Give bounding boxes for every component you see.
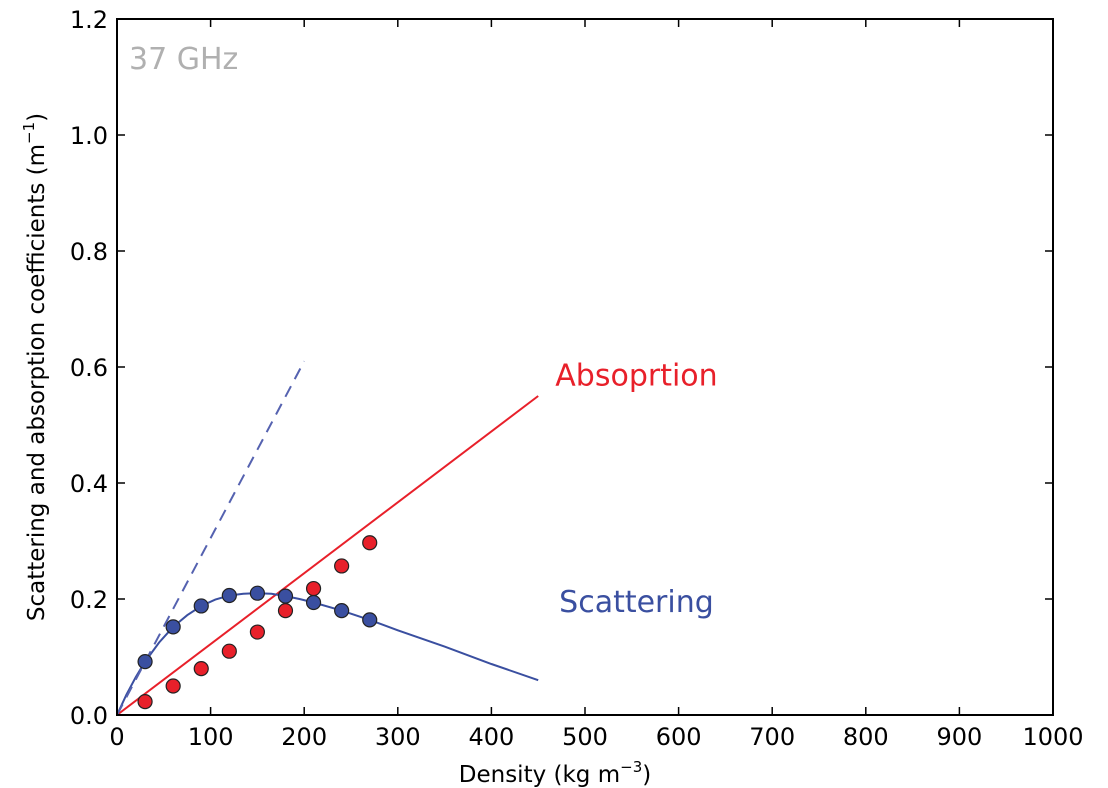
y-tick-label: 0.4 bbox=[70, 470, 108, 498]
scattering-point bbox=[334, 602, 350, 619]
scattering-point bbox=[277, 588, 294, 604]
x-tick-label: 400 bbox=[468, 723, 514, 751]
scattering-point bbox=[305, 594, 322, 611]
absorption-point bbox=[193, 660, 209, 677]
frequency-label: 37 GHz bbox=[129, 42, 238, 77]
absorption-point bbox=[137, 694, 153, 710]
annotation-absorption: Absoprtion bbox=[555, 359, 717, 394]
x-tick-label: 600 bbox=[656, 723, 702, 751]
y-tick-label: 0.0 bbox=[70, 702, 108, 730]
annotation-scattering: Scattering bbox=[559, 585, 714, 620]
axis-ticks: 0 100 200 300 400 500 600 700 800 900 1000 0.0 0.2 0.… bbox=[70, 6, 1084, 751]
y-axis-label-main: Scattering and absorption coefficients (… bbox=[24, 144, 50, 621]
x-tick-label: 800 bbox=[843, 723, 889, 751]
y-tick-label: 0.8 bbox=[70, 238, 108, 266]
y-tick-label: 1.2 bbox=[70, 6, 108, 34]
scattering-point bbox=[221, 587, 237, 604]
x-axis-label-exponent: −3 bbox=[620, 758, 642, 776]
x-axis-label: Density (kg m−3) bbox=[459, 758, 651, 788]
absorption-point bbox=[305, 580, 322, 597]
absorption-point bbox=[221, 643, 237, 659]
scattering-point bbox=[137, 654, 153, 670]
x-tick-label: 100 bbox=[188, 723, 234, 751]
y-tick-label: 1.0 bbox=[70, 122, 108, 150]
scattering-point bbox=[362, 612, 378, 628]
absorption-point bbox=[165, 678, 181, 694]
y-axis-label-close: ) bbox=[24, 113, 50, 122]
scattering-point bbox=[193, 598, 209, 614]
absorption-point bbox=[362, 535, 378, 551]
plot-area: Absoprtion Scattering bbox=[116, 359, 718, 716]
scattering-line bbox=[116, 592, 539, 716]
y-tick-label: 0.2 bbox=[70, 586, 108, 614]
x-tick-label: 1000 bbox=[1022, 723, 1083, 751]
x-tick-label: 700 bbox=[749, 723, 795, 751]
x-tick-label: 900 bbox=[936, 723, 982, 751]
x-tick-label: 200 bbox=[281, 723, 327, 751]
x-axis-label-close: ) bbox=[642, 762, 651, 788]
y-axis-label-exponent: −1 bbox=[20, 122, 38, 144]
x-tick-label: 500 bbox=[562, 723, 608, 751]
x-axis-label-main: Density (kg m bbox=[459, 762, 620, 788]
y-tick-label: 0.6 bbox=[70, 354, 108, 382]
x-tick-label: 0 bbox=[109, 723, 124, 751]
absorption-line bbox=[116, 395, 539, 716]
absorption-point bbox=[277, 602, 294, 619]
x-tick-label: 300 bbox=[375, 723, 421, 751]
scattering-point bbox=[165, 619, 181, 635]
scattering-point bbox=[249, 585, 265, 601]
y-axis-label: Scattering and absorption coefficients (… bbox=[20, 113, 50, 621]
absorption-point bbox=[334, 558, 350, 574]
absorption-point bbox=[249, 624, 265, 640]
